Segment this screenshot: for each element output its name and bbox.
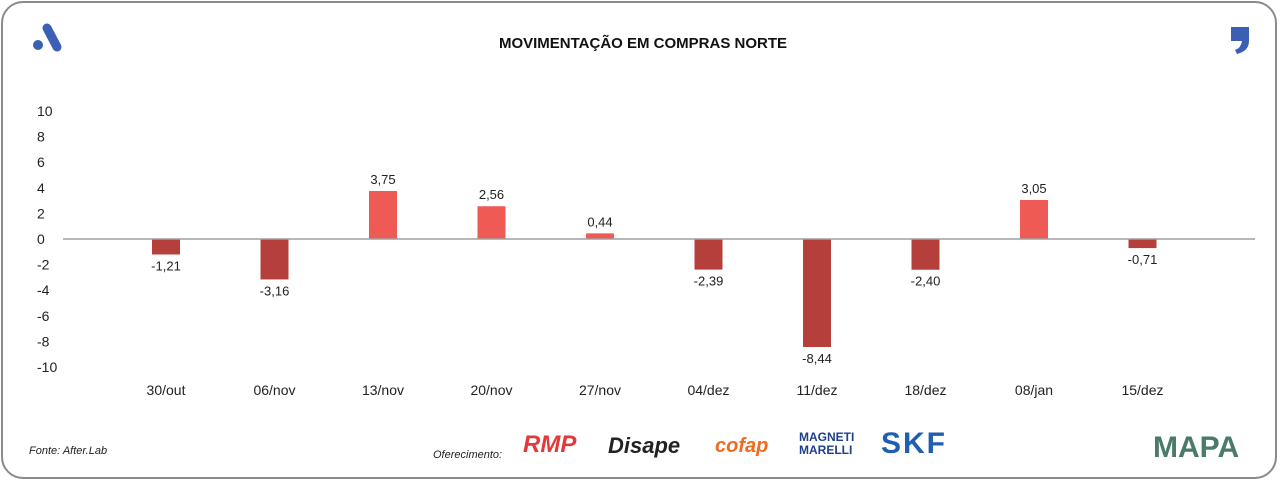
data-label: -1,21 xyxy=(151,258,181,273)
bar xyxy=(1128,239,1157,249)
data-label: 3,75 xyxy=(370,172,395,187)
data-label: 3,05 xyxy=(1021,181,1046,196)
data-label: -2,39 xyxy=(694,274,724,289)
data-label: -3,16 xyxy=(260,283,290,298)
x-tick-label: 06/nov xyxy=(253,382,295,398)
data-label: 0,44 xyxy=(587,214,612,229)
bar xyxy=(152,239,180,255)
sponsor-label: Oferecimento: xyxy=(433,449,503,461)
sponsor-logo-magneti-marelli: MAGNETI MARELLI xyxy=(799,430,855,457)
sponsor-logo-disape: Disape xyxy=(608,433,681,458)
y-tick-label: 8 xyxy=(37,129,45,145)
y-tick-label: 0 xyxy=(37,231,45,247)
x-tick-label: 04/dez xyxy=(687,382,729,398)
bar-chart: 10 8 6 4 2 0 -2 -4 -6 -8 -10 -1,21 30/out -3,16 06/nov… xyxy=(37,103,1255,398)
bar xyxy=(803,239,831,348)
quote-logo-icon xyxy=(1231,27,1249,54)
sponsor-logo-cofap: cofap xyxy=(715,435,769,457)
brand-logo-icon xyxy=(33,23,62,52)
y-tick-label: 10 xyxy=(37,103,53,119)
data-label: -2,40 xyxy=(911,274,941,289)
x-tick-label: 18/dez xyxy=(904,382,946,398)
x-tick-label: 13/nov xyxy=(362,382,404,398)
bar xyxy=(369,191,397,239)
y-tick-label: 2 xyxy=(37,205,45,221)
x-tick-label: 20/nov xyxy=(470,382,512,398)
brand-logo-mapa: MAPA xyxy=(1153,431,1240,464)
x-tick-label: 11/dez xyxy=(797,382,838,398)
source-note: Fonte: After.Lab xyxy=(29,445,108,457)
bar xyxy=(694,239,723,270)
data-label: 2,56 xyxy=(479,187,504,202)
y-tick-label: 6 xyxy=(37,154,45,170)
y-tick-label: -10 xyxy=(37,359,57,375)
x-tick-label: 27/nov xyxy=(579,382,621,398)
y-tick-label: -8 xyxy=(37,333,50,349)
y-tick-label: -4 xyxy=(37,282,50,298)
y-tick-label: -2 xyxy=(37,257,50,273)
bar xyxy=(1020,199,1048,239)
bar xyxy=(911,239,940,270)
sponsor-logo-rmp: RMP xyxy=(523,431,577,458)
x-tick-label: 15/dez xyxy=(1121,382,1163,398)
sponsor-logo-skf: SKF xyxy=(881,427,947,460)
bar xyxy=(260,239,289,280)
chart-title: MOVIMENTAÇÃO EM COMPRAS NORTE xyxy=(498,35,788,52)
x-tick-label: 08/jan xyxy=(1015,382,1053,398)
bar xyxy=(477,206,506,239)
y-tick-label: 4 xyxy=(37,180,45,196)
x-tick-label: 30/out xyxy=(147,382,186,398)
data-label: -0,71 xyxy=(1128,252,1158,267)
y-tick-label: -6 xyxy=(37,308,50,324)
data-label: -8,44 xyxy=(802,351,832,366)
bar xyxy=(586,233,614,239)
